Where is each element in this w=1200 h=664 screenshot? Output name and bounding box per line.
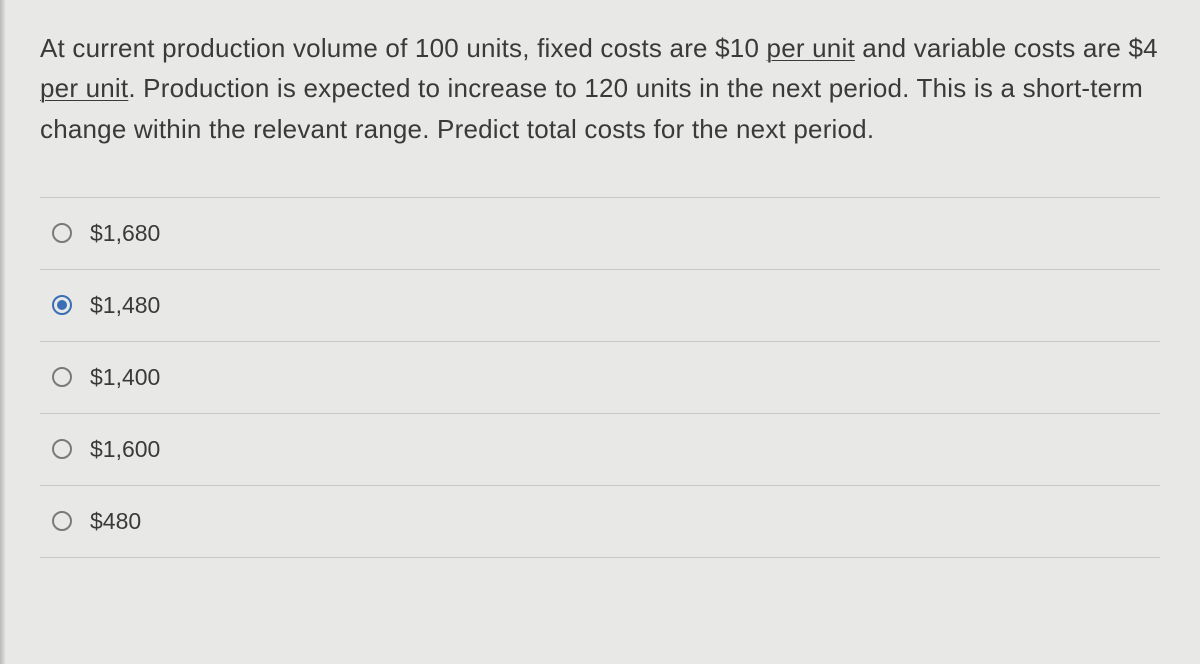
radio-button-4[interactable]	[52, 511, 72, 531]
question-segment-1: per unit	[767, 33, 855, 63]
left-shadow-border	[0, 0, 6, 664]
radio-button-1[interactable]	[52, 295, 72, 315]
radio-inner-1	[57, 300, 67, 310]
question-segment-0: At current production volume of 100 unit…	[40, 33, 767, 63]
question-text: At current production volume of 100 unit…	[40, 28, 1160, 149]
option-row-2[interactable]: $1,400	[40, 342, 1160, 414]
option-label-3: $1,600	[90, 436, 160, 463]
option-row-3[interactable]: $1,600	[40, 414, 1160, 486]
question-segment-4: . Production is expected to increase to …	[40, 73, 1143, 143]
question-segment-3: per unit	[40, 73, 128, 103]
option-row-4[interactable]: $480	[40, 486, 1160, 558]
options-container: $1,680 $1,480 $1,400 $1,600 $480	[40, 197, 1160, 558]
option-label-1: $1,480	[90, 292, 160, 319]
option-row-1[interactable]: $1,480	[40, 270, 1160, 342]
radio-button-2[interactable]	[52, 367, 72, 387]
question-segment-2: and variable costs are $4	[855, 33, 1158, 63]
option-label-2: $1,400	[90, 364, 160, 391]
radio-button-3[interactable]	[52, 439, 72, 459]
option-label-4: $480	[90, 508, 141, 535]
option-row-0[interactable]: $1,680	[40, 198, 1160, 270]
option-label-0: $1,680	[90, 220, 160, 247]
radio-button-0[interactable]	[52, 223, 72, 243]
